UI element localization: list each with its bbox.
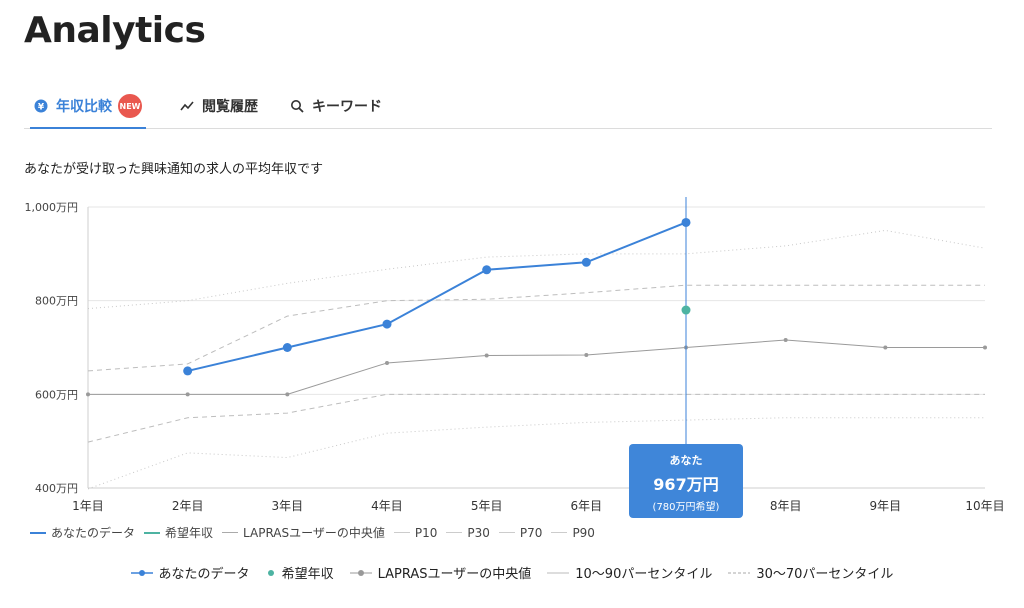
x-tick-label: 5年目 (471, 499, 503, 513)
legend-inline-p30[interactable]: P30 (446, 526, 490, 540)
legend-p30-p70[interactable]: 30〜70パーセンタイル (728, 563, 893, 582)
series-line-LAPRASユーザーの中央値 (88, 339, 985, 395)
legend-desired[interactable]: 希望年収 (266, 563, 334, 582)
tab-browsing-history[interactable]: 閲覧履歴 (180, 84, 258, 128)
series-line-P10 (87, 417, 985, 490)
tab-label: キーワード (312, 99, 382, 115)
x-tick-label: 4年目 (371, 499, 403, 513)
new-badge: NEW (118, 94, 142, 118)
data-tooltip: あなた 967万円 (780万円希望) (629, 444, 743, 518)
svg-text:¥: ¥ (38, 103, 45, 113)
y-tick-label: 600万円 (35, 388, 78, 401)
tooltip-note: (780万円希望) (652, 502, 720, 513)
x-tick-label: 1年目 (72, 499, 104, 513)
data-point (282, 343, 292, 352)
legend-p10-p90-marker (547, 572, 570, 573)
data-point (482, 265, 492, 275)
inline-legend: あなたのデータ 希望年収 LAPRASユーザーの中央値 P10 P30 P70 … (30, 524, 604, 541)
x-tick-label: 6年目 (571, 499, 603, 513)
data-point (883, 345, 888, 350)
data-point (285, 392, 290, 397)
data-point (185, 392, 190, 397)
data-point (983, 345, 987, 350)
yen-icon: ¥ (34, 99, 48, 113)
tab-keywords[interactable]: キーワード (290, 84, 382, 128)
x-tick-label: 2年目 (172, 499, 204, 513)
legend-median-marker (349, 569, 372, 576)
series-line-P30 (87, 393, 985, 443)
series-line-P90 (87, 229, 986, 310)
data-point (783, 338, 788, 343)
y-tick-label: 1,000万円 (25, 201, 79, 214)
tab-label: 閲覧履歴 (202, 99, 258, 115)
data-point (581, 257, 591, 267)
tab-label: 年収比較 (56, 99, 112, 115)
legend-inline-p90[interactable]: P90 (551, 526, 595, 540)
y-tick-label: 400万円 (35, 482, 78, 495)
x-tick-label: 3年目 (272, 499, 304, 513)
legend-p10-p90[interactable]: 10〜90パーセンタイル (547, 563, 712, 582)
chart-subtitle: あなたが受け取った興味通知の求人の平均年収です (24, 162, 324, 177)
chart-legend: あなたのデータ 希望年収 LAPRASユーザーの中央値 10〜90パーセンタイル… (0, 563, 1024, 582)
tooltip-value: 967万円 (653, 475, 719, 494)
legend-you-marker (130, 569, 153, 576)
legend-inline-median[interactable]: LAPRASユーザーの中央値 (222, 524, 385, 541)
data-point (183, 366, 193, 376)
series-line-P70 (87, 284, 985, 372)
tab-salary-comparison[interactable]: ¥ 年収比較 NEW (30, 84, 146, 129)
x-tick-label: 10年目 (965, 499, 1004, 513)
legend-inline-you[interactable]: あなたのデータ (30, 524, 135, 541)
x-tick-label: 9年目 (870, 499, 902, 513)
legend-p30-p70-marker (728, 572, 751, 573)
page-title: Analytics (24, 10, 206, 51)
data-point (382, 319, 392, 329)
legend-you[interactable]: あなたのデータ (130, 563, 250, 582)
tab-bar: ¥ 年収比較 NEW 閲覧履歴 キーワード (24, 84, 992, 129)
legend-inline-p70[interactable]: P70 (498, 526, 542, 540)
legend-inline-p10[interactable]: P10 (393, 526, 437, 540)
data-point (86, 392, 90, 397)
data-point (484, 353, 489, 358)
series-line-あなたのデータ (187, 221, 687, 372)
trend-icon (180, 100, 194, 112)
legend-inline-desired[interactable]: 希望年収 (144, 524, 213, 541)
data-point (681, 217, 691, 227)
y-tick-label: 800万円 (35, 295, 78, 308)
data-point (681, 305, 691, 315)
legend-desired-marker (267, 569, 274, 576)
data-point (385, 360, 389, 365)
legend-median[interactable]: LAPRASユーザーの中央値 (349, 563, 531, 582)
search-icon (290, 99, 304, 113)
tooltip-label: あなた (669, 454, 703, 467)
data-point (584, 352, 589, 357)
x-tick-label: 8年目 (770, 499, 802, 513)
